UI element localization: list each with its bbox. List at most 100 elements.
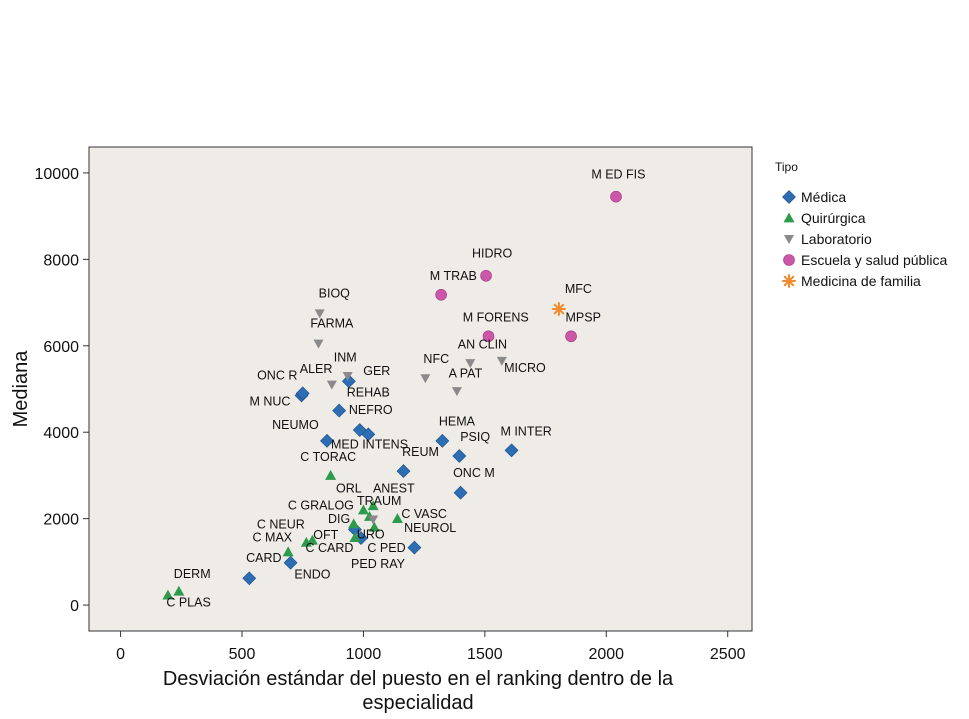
point-neurol: [407, 540, 422, 555]
x-tick-label-1000: 1000: [346, 646, 382, 663]
point-labels: M ED FIS HIDRO M TRAB MFC M FORENS MPSP BIOQ FA…: [166, 168, 645, 610]
label-m-trab: M TRAB: [430, 269, 477, 283]
label-reum: REUM: [402, 445, 439, 459]
legend-marker-medica: [782, 190, 796, 204]
point-nefro: [332, 403, 347, 418]
point-an-clin: [465, 359, 476, 369]
point-m-trab: [435, 288, 447, 301]
x-tick-label-2500: 2500: [710, 646, 746, 663]
label-med-intens: MED INTENS: [331, 438, 408, 452]
point-ger: [341, 374, 356, 389]
label-derm: DERM: [174, 567, 211, 581]
legend-label-escuela-y-salud-publica: Escuela y salud pública: [801, 252, 948, 268]
label-c-plas: C PLAS: [166, 595, 210, 609]
label-c-card: C CARD: [305, 541, 353, 555]
label-c-torac: C TORAC: [300, 450, 356, 464]
point-onc-m: [453, 485, 468, 500]
legend-marker-quirurgica: [783, 212, 795, 223]
label-mfc: MFC: [565, 282, 592, 296]
point-m-ed-fis: [610, 190, 622, 203]
label-mpsp: MPSP: [565, 311, 600, 325]
y-tick-label-0: 0: [70, 598, 79, 615]
label-m-inter: M INTER: [500, 425, 551, 439]
point-card: [242, 571, 257, 586]
point-aler: [326, 380, 337, 390]
label-neurol: NEUROL: [404, 521, 456, 535]
point-reum: [396, 464, 411, 479]
y-tick-label-8000: 8000: [43, 252, 79, 269]
point-c-torac: [325, 469, 337, 480]
point-onc-r: [295, 386, 310, 401]
label-m-ed-fis: M ED FIS: [591, 168, 645, 182]
label-inm: INM: [334, 350, 357, 364]
y-axis-title: Mediana: [10, 350, 32, 428]
label-onc-r: ONC R: [257, 368, 297, 382]
label-anest: ANEST: [373, 481, 415, 495]
point-inm: [342, 372, 353, 382]
label-card: CARD: [246, 551, 281, 565]
label-c-gralog: C GRALOG: [288, 499, 354, 513]
label-farma: FARMA: [310, 317, 354, 331]
point-oft: [306, 534, 318, 545]
point-neumo: [320, 433, 334, 448]
label-aler: ALER: [300, 362, 333, 376]
point-hidro: [480, 269, 492, 282]
point-traum: [367, 500, 379, 511]
legend: Tipo Médica Quirúrgica Laboratorio Escuela …: [775, 160, 948, 289]
point-mfc: [551, 302, 566, 317]
legend-label-medica: Médica: [801, 189, 846, 205]
label-c-max: C MAX: [253, 531, 293, 545]
point-mpsp: [565, 330, 577, 343]
point-c-card: [349, 532, 361, 543]
y-tick-label-2000: 2000: [43, 512, 79, 529]
legend-title: Tipo: [775, 160, 798, 174]
x-axis-title-line-1: Desviación estándar del puesto en el ran…: [163, 668, 674, 690]
point-derm: [173, 585, 185, 596]
y-tick-label-10000: 10000: [35, 166, 80, 183]
label-nefro: NEFRO: [349, 403, 393, 417]
label-m-nuc: M NUC: [249, 394, 290, 408]
y-axis: 0 2000 4000 6000 8000 10000: [35, 166, 89, 615]
label-c-neur: C NEUR: [257, 518, 305, 532]
x-tick-label-0: 0: [116, 646, 125, 663]
label-nfc: NFC: [423, 352, 449, 366]
x-tick-label-2000: 2000: [588, 646, 624, 663]
label-bioq: BIOQ: [319, 286, 351, 300]
data-points: [162, 190, 622, 600]
label-ped-ray: PED RAY: [351, 557, 406, 571]
label-traum: TRAUM: [357, 494, 401, 508]
point-med-intens: [361, 427, 376, 442]
plot-area: [88, 146, 753, 632]
point-c-plas: [162, 589, 174, 600]
legend-label-laboratorio: Laboratorio: [801, 231, 872, 247]
label-c-vasc: C VASC: [401, 507, 447, 521]
label-neumo: NEUMO: [272, 418, 319, 432]
legend-marker-laboratorio: [784, 235, 794, 244]
point-m-forens: [482, 330, 495, 343]
label-hema: HEMA: [439, 414, 476, 428]
label-psiq: PSIQ: [460, 430, 490, 444]
x-tick-label-500: 500: [229, 646, 256, 663]
point-c-ped: [368, 521, 380, 532]
y-tick-label-6000: 6000: [43, 339, 79, 356]
label-a-pat: A PAT: [449, 366, 483, 380]
point-orl: [357, 504, 369, 515]
point-endo: [283, 555, 298, 570]
point-ped-ray: [368, 515, 379, 525]
point-bioq: [314, 309, 325, 319]
point-c-gralog: [348, 518, 360, 529]
label-oft: OFT: [313, 528, 338, 542]
point-c-vasc: [391, 513, 403, 524]
point-nfc: [420, 374, 431, 384]
point-farma: [313, 339, 324, 349]
label-onc-m: ONC M: [453, 466, 495, 480]
x-axis: 0 500 1000 1500 2000 2500: [116, 631, 746, 663]
label-dig: DIG: [328, 512, 350, 526]
label-c-ped: C PED: [367, 541, 405, 555]
label-an-clin: AN CLIN: [458, 337, 507, 351]
label-rehab: REHAB: [347, 385, 390, 399]
legend-marker-medicina-de-familia: [782, 274, 796, 288]
x-axis-title-line-2: especialidad: [362, 692, 473, 714]
